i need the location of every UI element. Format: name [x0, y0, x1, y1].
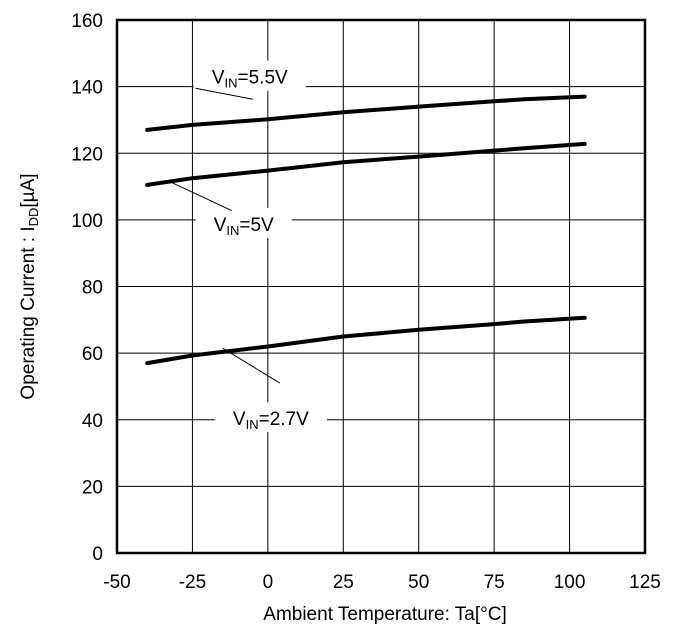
y-tick-label: 160 [71, 11, 103, 32]
x-tick-label: 50 [408, 572, 429, 593]
x-tick-label: 0 [263, 572, 274, 593]
x-tick-label: -50 [103, 572, 130, 593]
x-tick-label: 125 [629, 572, 661, 593]
series-label-leader [222, 347, 281, 384]
series-label-background [214, 402, 327, 433]
y-tick-label: 40 [82, 411, 103, 432]
y-tick-label: 20 [82, 477, 103, 498]
y-tick-label: 140 [71, 78, 103, 99]
series-label: VIN=5.5V [212, 68, 288, 91]
y-axis-label-unit: [µA] [18, 173, 39, 207]
y-axis-label-main: Operating Current : I [18, 226, 39, 399]
y-tick-label: 60 [82, 344, 103, 365]
x-tick-label: 25 [333, 572, 354, 593]
x-tick-labels: -50 -25 0 25 50 75 100 125 [103, 572, 661, 593]
series-label: VIN=2.7V [233, 409, 309, 432]
x-tick-label: -25 [179, 572, 206, 593]
series-label-background [195, 207, 292, 238]
series-label-leader [168, 180, 232, 212]
series-line [145, 315, 587, 366]
y-tick-labels: 0 20 40 60 80 100 120 140 160 [71, 11, 103, 565]
series-lines [145, 94, 587, 366]
series-line [145, 94, 587, 132]
series-label: VIN=5V [214, 215, 274, 238]
grid-lines [117, 20, 645, 553]
y-tick-label: 0 [92, 544, 103, 565]
y-tick-label: 120 [71, 144, 103, 165]
y-tick-label: 100 [71, 211, 103, 232]
y-axis-label-sub: DD [26, 208, 41, 227]
series-label-background [193, 60, 306, 91]
series-line [145, 141, 587, 187]
y-axis-label: Operating Current : IDD[µA] [18, 173, 41, 399]
series-label-leader [195, 87, 253, 100]
x-tick-label: 75 [484, 572, 505, 593]
x-axis-label: Ambient Temperature: Ta[°C] [263, 604, 506, 625]
series-labels: VIN=5.5V VIN=5V VIN=2.7V [168, 60, 327, 433]
plot-frame [115, 18, 647, 555]
y-tick-label: 80 [82, 278, 103, 299]
x-tick-label: 100 [554, 572, 586, 593]
